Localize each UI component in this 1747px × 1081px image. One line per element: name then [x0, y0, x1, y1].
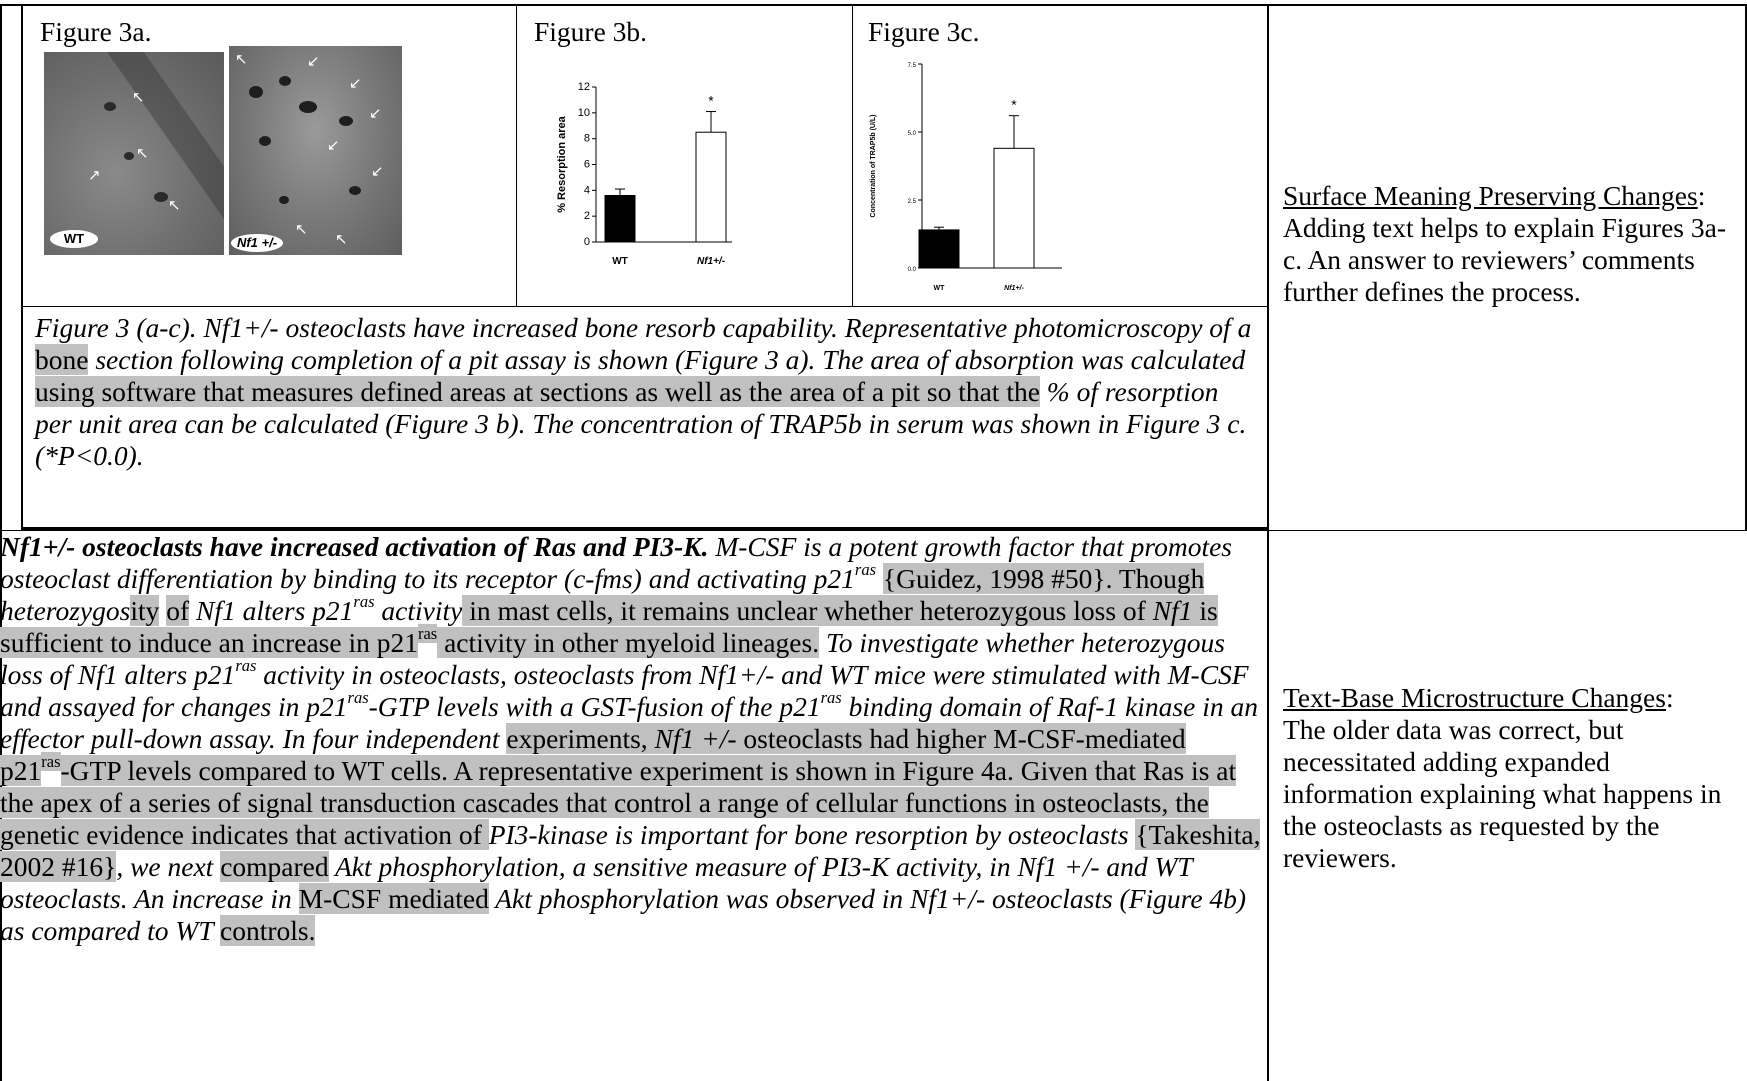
photo-nf1: ↖ ↙ ↙ ↙ ↙ ↙ ↖ ↖ Nf1 +/- [229, 46, 402, 255]
arrow-icon: ↙ [369, 104, 382, 122]
note-surface-body: : Adding text helps to explain Figures 3… [1283, 180, 1726, 307]
note-text-base-body: The older data was correct, but necessit… [1283, 714, 1722, 873]
photo-wt-label: WT [50, 230, 98, 248]
note-surface-heading: Surface Meaning Preserving Changes [1283, 180, 1698, 211]
column-divider [1267, 4, 1269, 1081]
photo-nf1-label: Nf1 +/- [231, 234, 283, 252]
figure-3c-label: Figure 3c. [868, 16, 980, 47]
y-tick-label: 12 [578, 81, 590, 93]
bar [993, 147, 1035, 269]
bar [695, 131, 727, 243]
arrow-icon: ↖ [132, 88, 145, 106]
x-tick-label: WT [934, 285, 946, 292]
x-tick-label: Nf1+/- [1004, 285, 1024, 292]
y-axis-label: % Resorption area [556, 115, 568, 212]
note-text-base: Text-Base Microstructure Changes: The ol… [1283, 682, 1722, 873]
table-border-left-outer [0, 4, 2, 1081]
arrow-icon: ↖ [136, 144, 149, 162]
y-tick-label: 10 [578, 107, 590, 119]
y-tick-label: 8 [584, 133, 590, 145]
arrow-icon: ↙ [371, 162, 384, 180]
y-tick-label: 0.0 [908, 267, 917, 273]
figure-3b-label: Figure 3b. [534, 16, 648, 47]
arrow-icon: ↗ [88, 166, 101, 184]
y-tick-label: 0 [584, 236, 590, 248]
arrow-icon: ↖ [335, 230, 348, 248]
y-tick-label: 6 [584, 159, 590, 171]
arrow-icon: ↖ [168, 196, 181, 214]
table-border-right [1745, 4, 1747, 531]
main-paragraph: Nf1+/- osteoclasts have increased activa… [0, 531, 1261, 946]
x-tick-label: Nf1+/- [697, 256, 726, 267]
y-tick-label: 2.5 [908, 199, 917, 205]
row-divider [0, 530, 1747, 531]
y-axis-label: Concentration of TRAP5b (U/L) [870, 114, 877, 217]
table-border-left-inner [21, 4, 23, 530]
figures-bottom-border [21, 306, 1268, 307]
arrow-icon: ↙ [327, 136, 340, 154]
inner-row-bottom-border [21, 527, 1268, 530]
note-text-base-heading: Text-Base Microstructure Changes [1283, 682, 1666, 713]
arrow-icon: ↖ [235, 50, 248, 68]
figure-3-caption: Figure 3 (a-c). Nf1+/- osteoclasts have … [35, 312, 1252, 471]
figure-3b-cell: Figure 3b. 0 2 4 6 8 10 12 % Resorption area WT N… [517, 6, 852, 306]
arrow-icon: ↙ [307, 52, 320, 70]
y-tick-label: 7.5 [908, 63, 917, 69]
arrow-icon: ↙ [349, 74, 362, 92]
figure-divider-b-c [852, 4, 853, 307]
bar [604, 195, 636, 243]
y-tick-label: 5.0 [908, 131, 917, 137]
figure-3a-label: Figure 3a. [40, 16, 152, 47]
significance-marker: * [1011, 97, 1017, 113]
bar [918, 229, 960, 269]
figure-3c-cell: Figure 3c. 0.0 2.5 5.0 7.5 Concentration of … [853, 6, 1267, 306]
figure-divider-a-b [516, 4, 517, 307]
y-tick-label: 4 [584, 184, 590, 196]
arrow-icon: ↖ [295, 220, 308, 238]
table-border-top [0, 4, 1747, 6]
figure-3a-cell: Figure 3a. ↖ ↖ ↗ ↖ WT ↖ ↙ ↙ ↙ ↙ ↙ ↖ [23, 6, 516, 306]
x-tick-label: WT [612, 256, 628, 267]
figure-3c-chart: 0.0 2.5 5.0 7.5 Concentration of TRAP5b (U/L… [870, 63, 1062, 292]
figure-3b-chart: 0 2 4 6 8 10 12 % Resorption area WT Nf1+/- * [556, 81, 732, 267]
photo-wt: ↖ ↖ ↗ ↖ WT [44, 52, 224, 255]
y-tick-label: 2 [584, 210, 590, 222]
significance-marker: * [708, 93, 714, 109]
note-surface-meaning: Surface Meaning Preserving Changes: Addi… [1283, 180, 1743, 308]
